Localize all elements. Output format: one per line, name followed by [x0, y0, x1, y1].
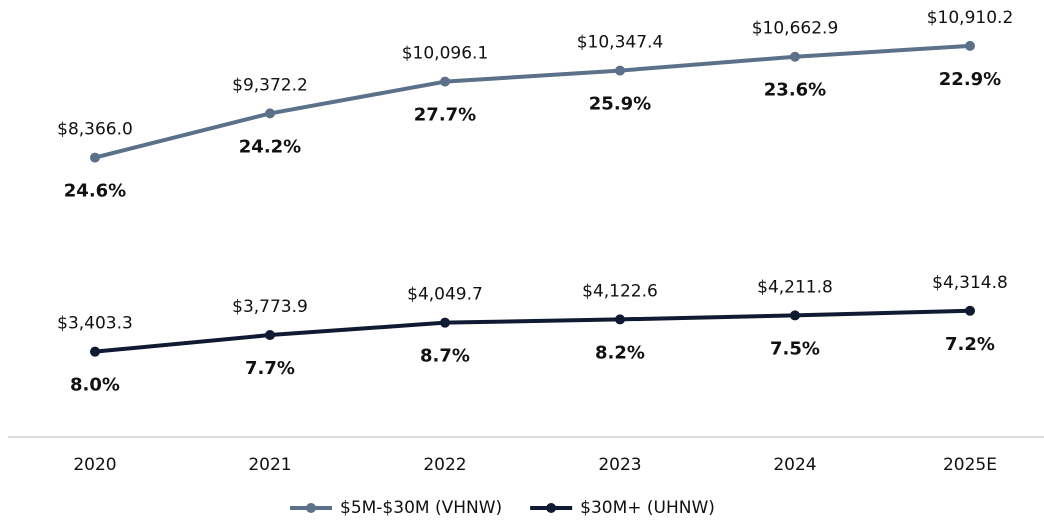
- series-line: [94, 308, 971, 354]
- share-label: 8.2%: [595, 342, 645, 363]
- point: [90, 152, 100, 163]
- share-label: 24.2%: [239, 136, 301, 157]
- point: [90, 346, 100, 357]
- value-label: $10,662.9: [752, 19, 839, 39]
- point: [440, 76, 450, 87]
- share-label: 23.6%: [764, 80, 826, 101]
- value-label: $10,347.4: [577, 33, 664, 53]
- x-tick-label: 2023: [598, 455, 641, 475]
- point: [615, 314, 625, 325]
- point: [790, 51, 800, 62]
- value-label: $9,372.2: [232, 75, 308, 95]
- share-label: 7.2%: [945, 334, 995, 355]
- value-label: $3,403.3: [57, 314, 133, 334]
- point: [790, 310, 800, 321]
- share-label: 27.7%: [414, 105, 476, 126]
- point: [965, 305, 975, 316]
- series-line: [94, 43, 971, 160]
- share-label: 22.9%: [939, 69, 1001, 90]
- value-label: $4,314.8: [932, 273, 1008, 293]
- value-label: $4,122.6: [582, 281, 658, 301]
- share-label: 24.6%: [64, 181, 126, 202]
- value-label: $3,773.9: [232, 297, 308, 317]
- legend-label: $30M+ (UHNW): [580, 498, 715, 518]
- legend-label: $5M-$30M (VHNW): [340, 498, 502, 518]
- x-tick-label: 2022: [423, 455, 466, 475]
- value-label: $4,211.8: [757, 277, 833, 297]
- x-tick-label: 2020: [73, 455, 116, 475]
- share-label: 7.7%: [245, 358, 295, 379]
- legend-marker: [306, 503, 316, 513]
- point: [265, 108, 275, 119]
- value-label: $10,096.1: [402, 44, 489, 64]
- legend-marker: [546, 503, 557, 513]
- value-label: $4,049.7: [407, 285, 483, 305]
- share-label: 7.5%: [770, 338, 820, 359]
- x-tick-label: 2021: [248, 455, 291, 475]
- value-label: $8,366.0: [57, 120, 133, 140]
- share-label: 25.9%: [589, 94, 651, 115]
- point: [265, 330, 275, 341]
- point: [965, 40, 975, 51]
- value-label: $10,910.2: [927, 8, 1014, 28]
- share-label: 8.0%: [70, 375, 120, 396]
- x-tick-label: 2025E: [943, 455, 997, 475]
- x-tick-label: 2024: [773, 455, 816, 475]
- share-label: 8.7%: [420, 346, 470, 367]
- point: [440, 317, 450, 328]
- point: [615, 65, 625, 76]
